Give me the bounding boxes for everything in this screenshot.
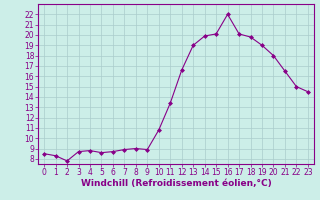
- X-axis label: Windchill (Refroidissement éolien,°C): Windchill (Refroidissement éolien,°C): [81, 179, 271, 188]
